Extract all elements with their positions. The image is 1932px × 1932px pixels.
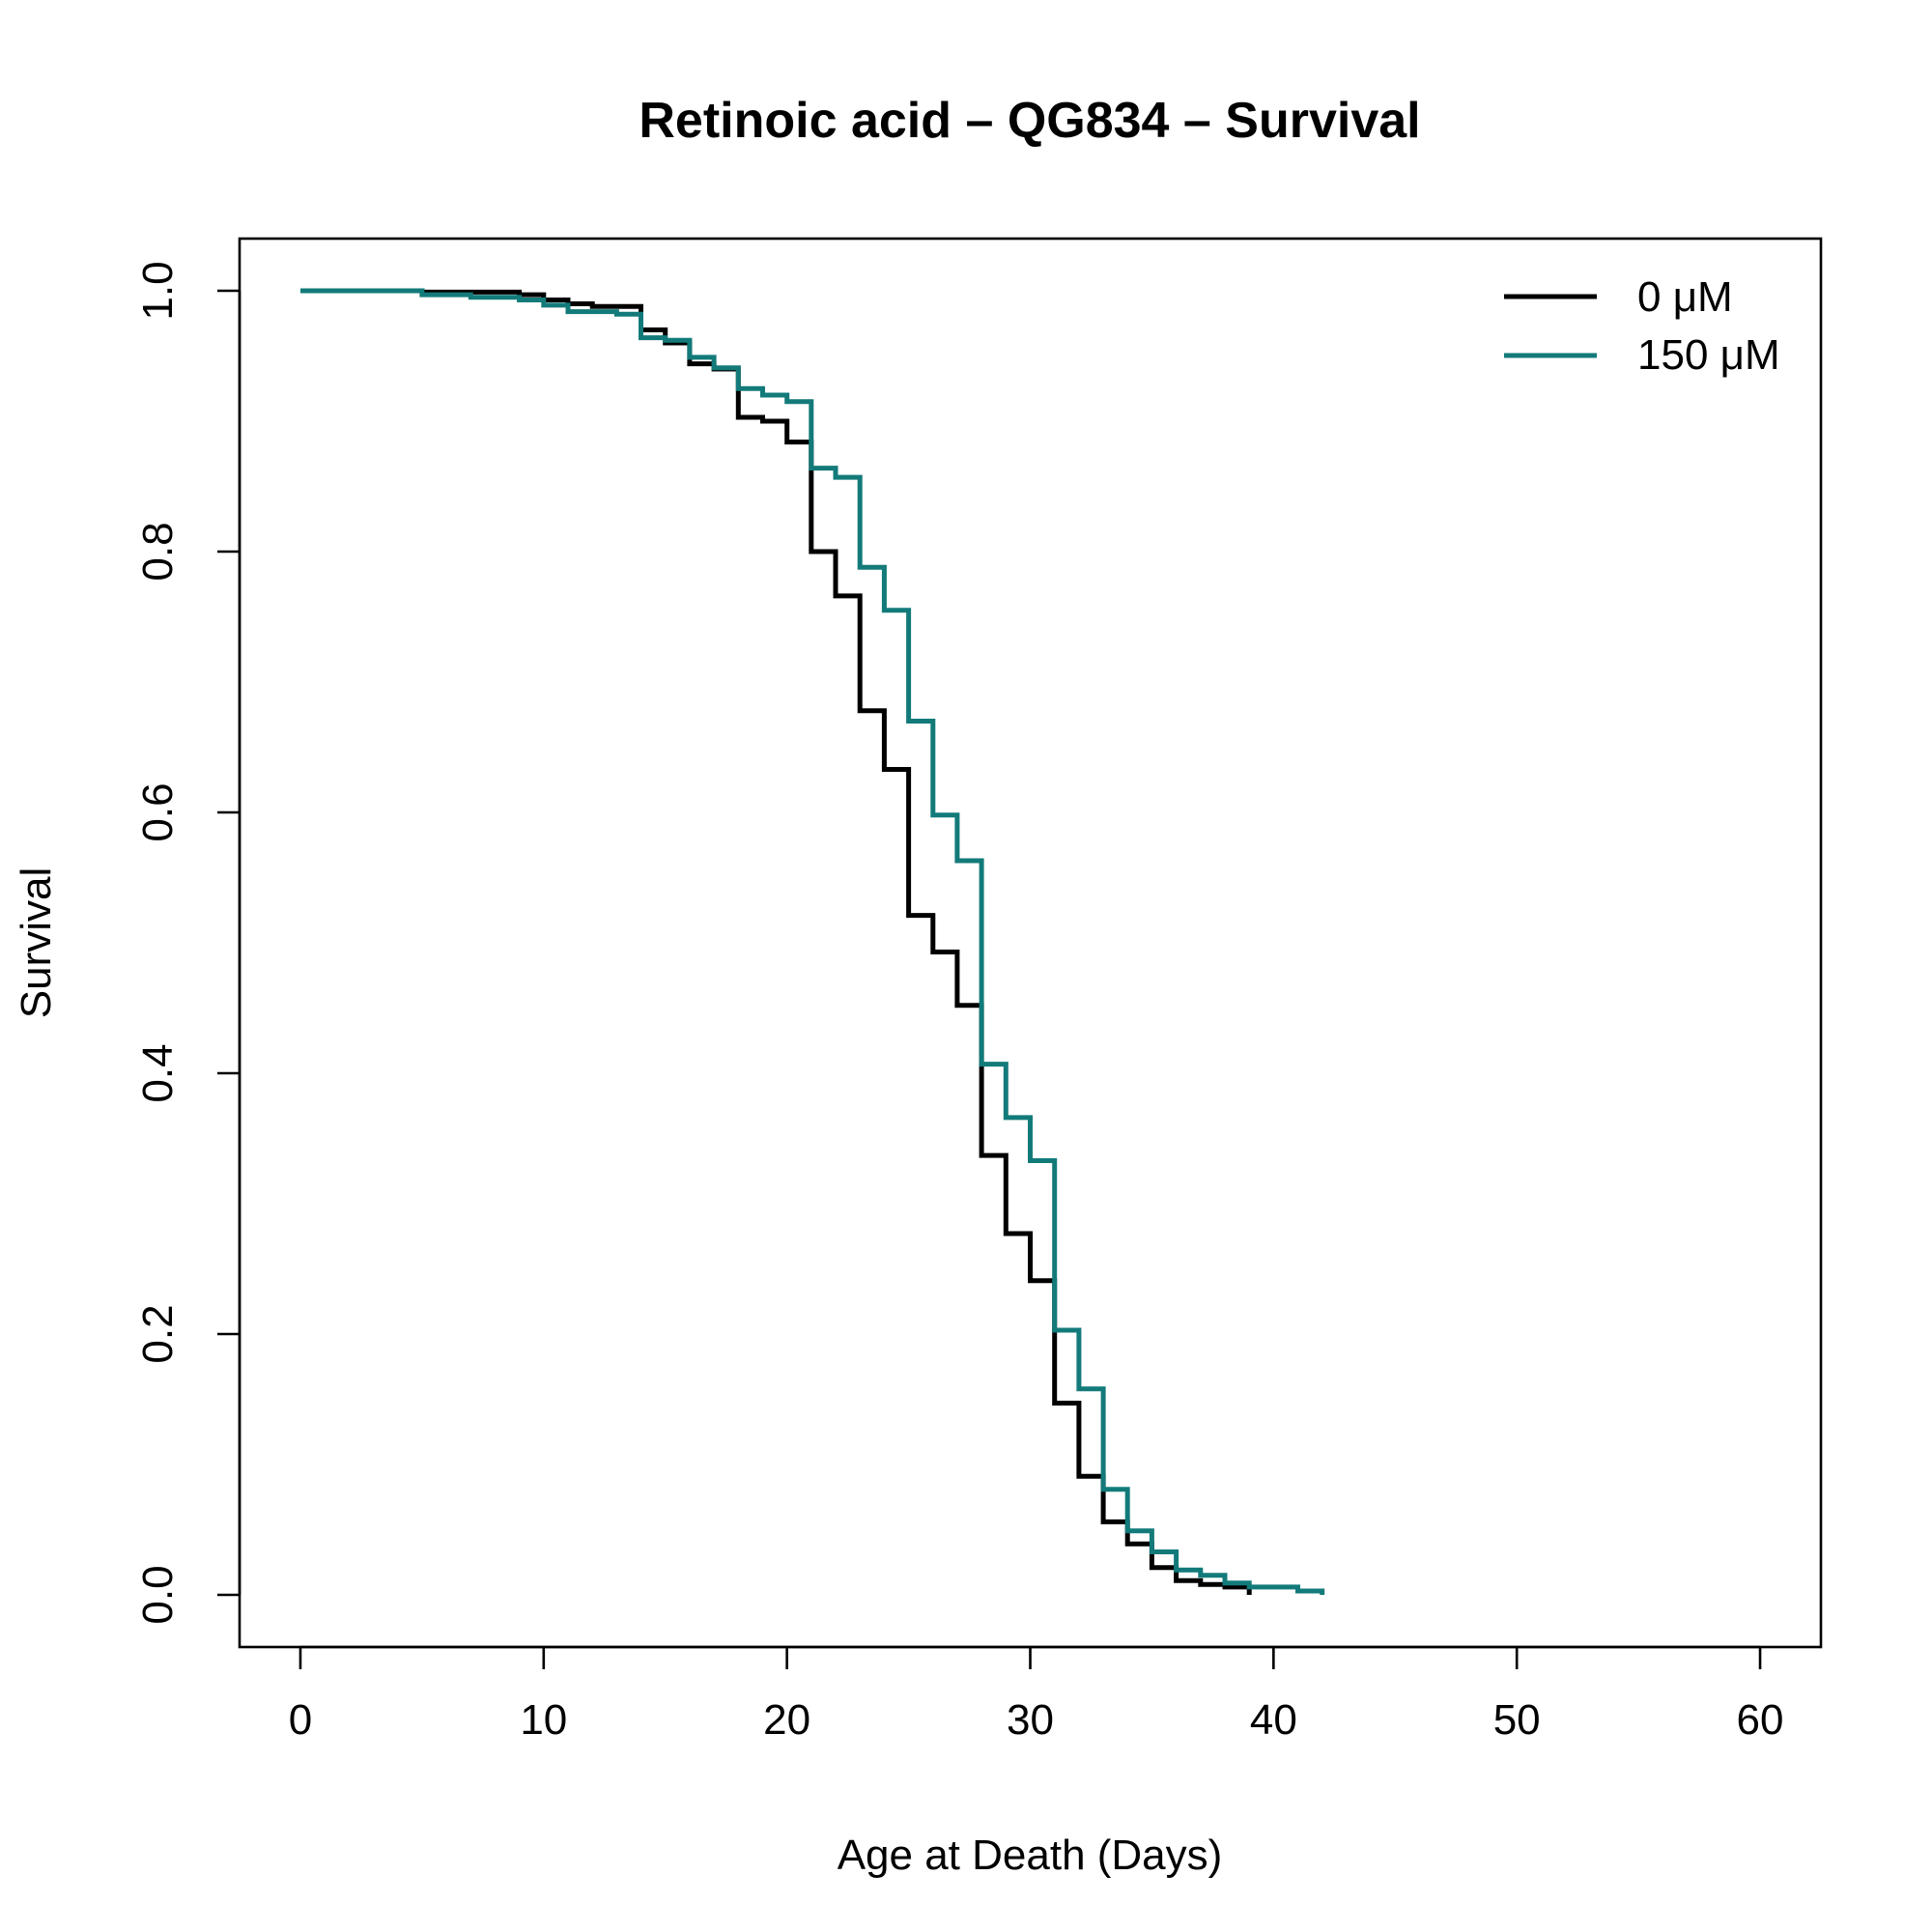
- y-tick-label-0-2: 0.2: [134, 1304, 182, 1363]
- x-tick-label-40: 40: [1250, 1696, 1297, 1744]
- y-tick-label-0-4: 0.4: [134, 1043, 182, 1102]
- series-150-um-curve: [300, 288, 1325, 1595]
- x-axis-label: Age at Death (Days): [838, 1832, 1223, 1879]
- y-axis: 0.0 0.2 0.4 0.6 0.8 1.0: [134, 261, 242, 1625]
- x-axis: 0 10 20 30 40 50 60: [289, 1645, 1784, 1744]
- legend-label-0-um: 0 μM: [1637, 273, 1733, 321]
- legend-label-150-um: 150 μM: [1637, 331, 1780, 379]
- x-tick-label-30: 30: [1007, 1696, 1054, 1744]
- y-tick-label-0-8: 0.8: [134, 522, 182, 581]
- x-tick-label-0: 0: [289, 1696, 312, 1744]
- y-tick-label-0: 0.0: [134, 1565, 182, 1624]
- chart-title: Retinoic acid – QG834 – Survival: [639, 93, 1420, 149]
- x-tick-label-60: 60: [1737, 1696, 1784, 1744]
- series-0-um-curve: [300, 288, 1252, 1595]
- legend: 0 μM 150 μM: [1504, 273, 1780, 379]
- y-axis-label: Survival: [13, 867, 60, 1019]
- x-tick-label-10: 10: [520, 1696, 567, 1744]
- y-tick-label-1: 1.0: [134, 261, 182, 320]
- x-tick-label-50: 50: [1493, 1696, 1541, 1744]
- y-tick-label-0-6: 0.6: [134, 782, 182, 841]
- series-layer: [300, 288, 1325, 1595]
- x-tick-label-20: 20: [763, 1696, 810, 1744]
